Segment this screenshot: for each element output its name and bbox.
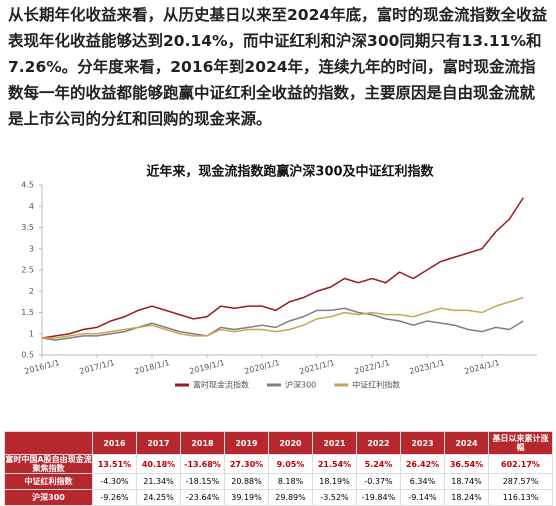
table-cell: -0.37% [356, 473, 401, 490]
table-cell: 116.13% [488, 489, 553, 506]
paragraph: 从长期年化收益来看，从历史基日以来至2024年底，富时的现金流指数全收益表现年化… [8, 6, 548, 128]
header-cell: 2021 [312, 431, 357, 455]
y-tick-label: 4 [29, 202, 34, 211]
header-cell: 2018 [180, 431, 225, 455]
row-label: 沪深300 [4, 489, 93, 506]
y-tick-label: 1 [29, 329, 34, 338]
header-row: 2016 2017 2018 2019 2020 2021 2022 2023 2024 基日以来… [4, 431, 553, 455]
legend-label: 中证红利指数 [352, 380, 400, 390]
table-cell: 24.25% [136, 489, 181, 506]
legend-label: 富时现金流指数 [193, 380, 249, 390]
table-cell: 18.24% [444, 489, 489, 506]
table-cell: 40.18% [136, 454, 181, 474]
table-cell: 13.51% [92, 454, 137, 474]
y-tick-label: 3 [29, 244, 34, 253]
table-cell: 8.18% [268, 473, 313, 490]
x-tick-label: 2017/1/1 [78, 358, 115, 376]
header-cell: 2020 [268, 431, 313, 455]
table-cell: -3.52% [312, 489, 357, 506]
line-series [41, 307, 524, 341]
y-tick-label: 3.5 [21, 223, 34, 232]
table-cell: 20.88% [224, 473, 269, 490]
x-tick-label: 2023/1/1 [408, 358, 445, 376]
header-cell: 2023 [400, 431, 445, 455]
y-tick-label: 2.5 [21, 266, 34, 275]
table-cell: -9.14% [400, 489, 445, 506]
y-tick-label: 0.5 [21, 351, 34, 360]
table-cell: 5.24% [356, 454, 401, 474]
x-tick-label: 2021/1/1 [298, 358, 335, 376]
table-row: 富时中国A股自由现金流聚焦指数 13.51% 40.18% -13.68% 27.30%… [4, 454, 553, 474]
row-label: 中证红利指数 [4, 473, 93, 490]
table-cell: -23.64% [180, 489, 225, 506]
header-cell: 2016 [92, 431, 137, 455]
table-cell: -4.30% [92, 473, 137, 490]
table-cell: 27.30% [224, 454, 269, 474]
line-series [42, 296, 524, 339]
header-cell: 2019 [224, 431, 269, 455]
table-cell: -9.26% [92, 489, 137, 506]
table-cell: 287.57% [488, 473, 553, 490]
y-tick-label: 4.5 [21, 181, 34, 190]
table-cell: 18.74% [444, 473, 489, 490]
table-cell: -18.15% [180, 473, 225, 490]
legend-label: 沪深300 [285, 380, 316, 390]
table-cell: 39.19% [224, 489, 269, 506]
table-cell: 18.19% [312, 473, 357, 490]
header-cell: 2024 [444, 431, 489, 455]
x-tick-label: 2019/1/1 [188, 358, 225, 376]
line-series [41, 197, 524, 339]
chart-title: 近年来，现金流指数跑赢沪深300及中证红利指数 [146, 164, 434, 180]
chart: 近年来，现金流指数跑赢沪深300及中证红利指数 0.5 1 1.5 2 2.5 3 3.5 4… [21, 164, 537, 390]
x-tick-label: 2016/1/1 [23, 358, 60, 376]
row-label: 富时中国A股自由现金流聚焦指数 [4, 454, 93, 474]
table-cell: -13.68% [180, 454, 225, 474]
x-tick-label: 2022/1/1 [353, 358, 390, 376]
x-tick-label: 2020/1/1 [243, 358, 280, 376]
table-row: 中证红利指数 -4.30% 21.34% -18.15% 20.88% 8.18% 18.1… [4, 473, 553, 490]
table-cell: 602.17% [488, 454, 553, 474]
table-row: 沪深300 -9.26% 24.25% -23.64% 39.19% 29.89% -3.5… [4, 489, 553, 506]
table-cell: -19.84% [356, 489, 401, 506]
table-cell: 6.34% [400, 473, 445, 490]
header-cell: 2022 [356, 431, 401, 455]
table-cell: 36.54% [444, 454, 489, 474]
y-tick-label: 1.5 [21, 308, 34, 317]
table-cell: 21.54% [312, 454, 357, 474]
table-cell: 29.89% [268, 489, 313, 506]
header-cell [4, 431, 93, 455]
header-cell: 2017 [136, 431, 181, 455]
x-tick-label: 2018/1/1 [133, 358, 170, 376]
x-tick-label: 2024/1/1 [463, 358, 500, 376]
table-cell: 26.42% [400, 454, 445, 474]
table-cell: 21.34% [136, 473, 181, 490]
table-cell: 9.05% [268, 454, 313, 474]
header-cell: 基日以来累计涨幅 [488, 431, 553, 455]
y-tick-label: 2 [29, 287, 34, 296]
data-table: 2016 2017 2018 2019 2020 2021 2022 2023 2024 基日以来… [4, 431, 553, 506]
